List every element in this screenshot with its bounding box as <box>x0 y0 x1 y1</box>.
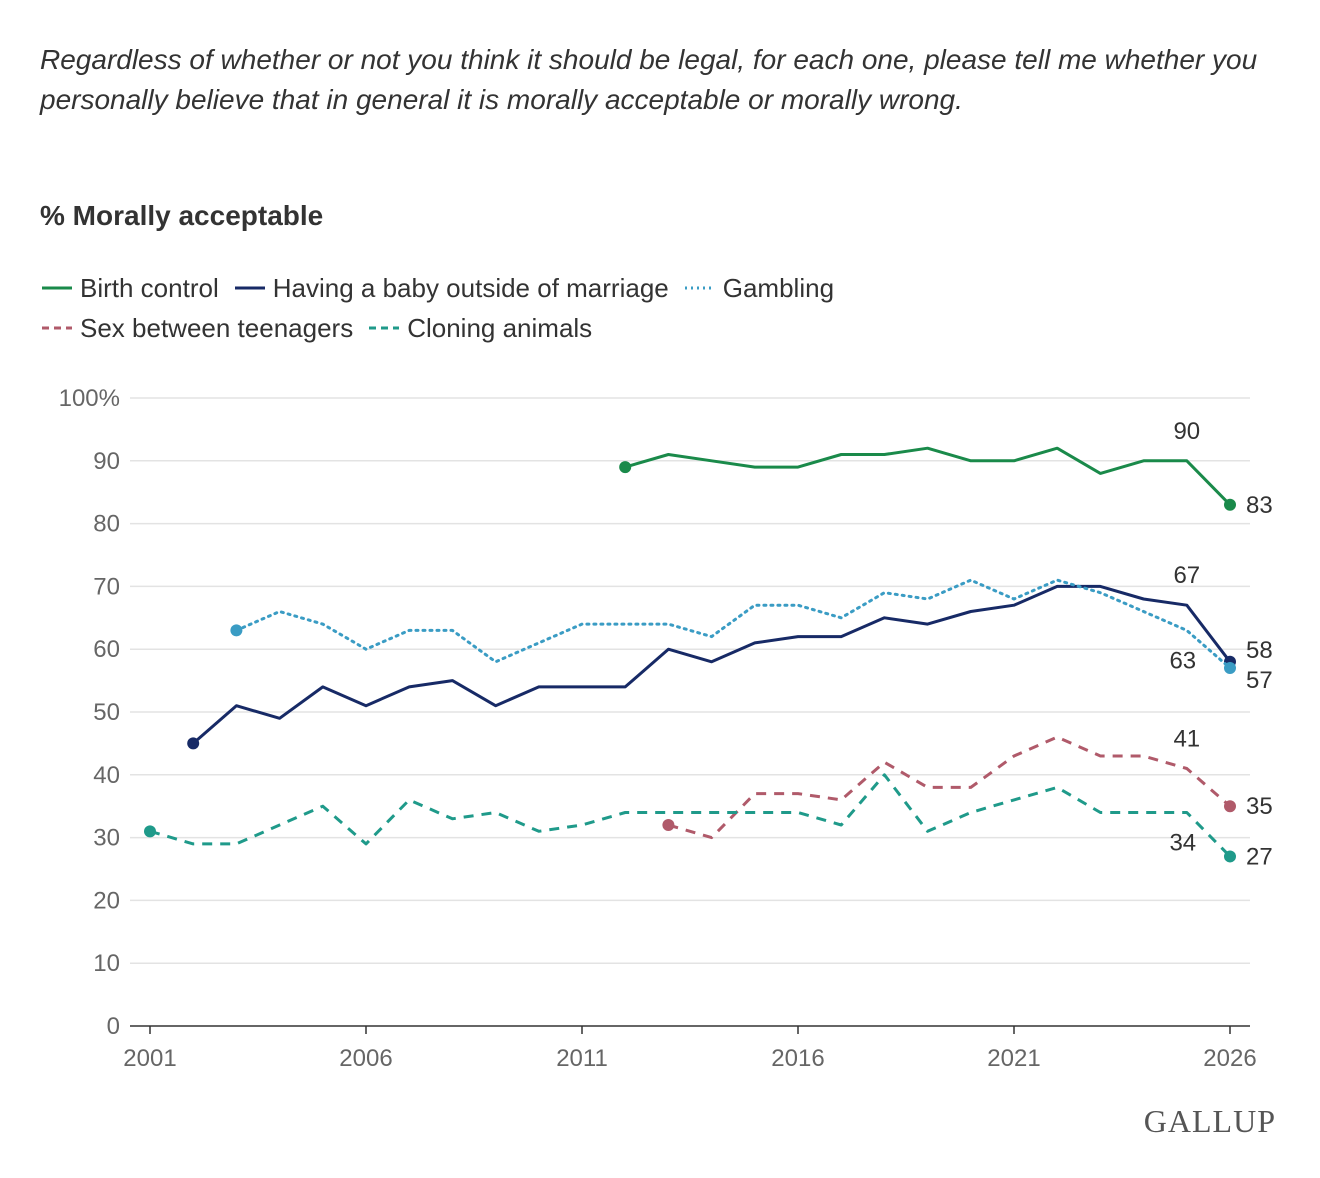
x-tick-label: 2021 <box>987 1045 1040 1072</box>
series-end-point-2 <box>1224 662 1236 675</box>
series-start-point-0 <box>619 461 632 474</box>
data-label: 83 <box>1246 492 1273 519</box>
legend-label-gambling: Gambling <box>722 272 835 303</box>
y-tick-label: 80 <box>93 511 120 538</box>
series-line-1 <box>192 584 1232 745</box>
gallup-logo: GALLUP <box>1143 1103 1276 1139</box>
y-tick-label: 30 <box>93 825 120 852</box>
legend-swatch-baby-outside-marriage <box>234 286 265 290</box>
legend-label-birth-control: Birth control <box>80 272 219 303</box>
chart-title: % Morally acceptable <box>40 200 324 231</box>
legend-swatch-birth-control <box>42 286 72 290</box>
y-tick-label: 90 <box>93 448 120 475</box>
y-tick-label: 20 <box>93 887 120 914</box>
legend-swatch-gambling <box>684 286 715 290</box>
x-tick-label: 2006 <box>339 1045 392 1072</box>
series-line-0 <box>624 446 1232 506</box>
series-line-4 <box>149 773 1232 858</box>
legend-label-cloning-animals: Cloning animals <box>407 312 593 343</box>
series-line-3 <box>667 735 1231 840</box>
x-tick-label: 2026 <box>1203 1045 1256 1072</box>
legend-item-cloning-animals: Cloning animals <box>367 313 592 344</box>
legend-swatch-sex-between-teenagers <box>42 326 72 330</box>
series-start-point-2 <box>230 624 243 637</box>
data-label: 57 <box>1246 667 1273 694</box>
series-start-point-1 <box>187 737 200 750</box>
data-label: 34 <box>1169 829 1196 856</box>
y-tick-label: 60 <box>93 636 120 663</box>
legend-item-baby-outside-marriage: Having a baby outside of marriage <box>233 273 669 304</box>
y-tick-label: 50 <box>93 699 120 726</box>
data-label: 35 <box>1246 793 1273 820</box>
x-tick-label: 2011 <box>556 1045 608 1072</box>
data-label: 63 <box>1169 647 1196 674</box>
legend-label-baby-outside-marriage: Having a baby outside of marriage <box>272 272 669 303</box>
series-start-point-3 <box>662 819 675 832</box>
series-start-point-4 <box>144 825 156 838</box>
x-tick-label: 2001 <box>123 1045 176 1072</box>
series-end-point-0 <box>1224 498 1236 511</box>
data-label: 27 <box>1246 843 1273 870</box>
legend-label-sex-between-teenagers: Sex between teenagers <box>80 312 354 343</box>
y-tick-label: 100% <box>59 385 120 412</box>
series-end-point-4 <box>1224 850 1236 863</box>
legend-row-1: Birth control Having a baby outside of m… <box>40 268 1280 308</box>
legend: Birth control Having a baby outside of m… <box>40 268 1280 348</box>
data-label: 90 <box>1173 418 1200 445</box>
y-tick-label: 70 <box>93 573 120 600</box>
legend-row-2: Sex between teenagers Cloning animals <box>40 308 1280 348</box>
data-label: 67 <box>1173 562 1200 589</box>
series-end-point-3 <box>1224 800 1236 813</box>
series-line-2 <box>234 578 1232 670</box>
x-tick-label: 2016 <box>771 1045 824 1072</box>
y-tick-label: 40 <box>93 762 120 789</box>
y-tick-label: 10 <box>93 950 120 977</box>
y-tick-label: 0 <box>107 1013 120 1040</box>
data-label: 41 <box>1173 726 1200 753</box>
question-text: Regardless of whether or not you think i… <box>40 44 1258 115</box>
legend-item-sex-between-teenagers: Sex between teenagers <box>40 313 353 344</box>
data-label: 58 <box>1246 637 1273 664</box>
legend-item-birth-control: Birth control <box>40 273 219 304</box>
legend-item-gambling: Gambling <box>683 273 834 304</box>
legend-swatch-cloning-animals <box>369 326 400 330</box>
